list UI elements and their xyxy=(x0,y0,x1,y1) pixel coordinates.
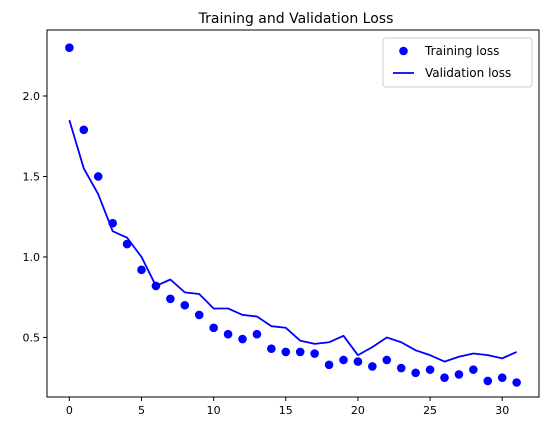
legend-label: Validation loss xyxy=(425,66,511,80)
training-loss-point xyxy=(396,363,406,373)
validation-loss-line xyxy=(68,119,518,363)
x-tick-label: 30 xyxy=(495,404,509,417)
training-loss-point xyxy=(267,344,276,354)
y-tick-label: 1.5 xyxy=(23,170,41,183)
y-tick-label: 0.5 xyxy=(23,331,41,344)
chart-title: Training and Validation Loss xyxy=(198,11,394,27)
plot-frame xyxy=(46,29,540,398)
training-loss-point xyxy=(368,362,377,371)
x-tick-label: 0 xyxy=(66,404,73,417)
training-loss-point xyxy=(194,310,204,320)
training-loss-point xyxy=(440,373,449,382)
legend: Training loss Validation loss xyxy=(382,37,533,88)
legend-marker-swatch xyxy=(399,46,408,56)
training-loss-point xyxy=(324,360,334,370)
training-loss-point xyxy=(209,323,218,333)
plot-area xyxy=(65,43,521,387)
training-loss-point xyxy=(454,370,464,379)
training-loss-point xyxy=(469,365,478,374)
legend-label: Training loss xyxy=(424,44,499,58)
training-loss-point xyxy=(512,378,521,387)
training-loss-point xyxy=(483,376,493,386)
training-loss-point xyxy=(353,357,363,366)
training-loss-point xyxy=(93,172,103,181)
training-loss-point xyxy=(295,347,305,357)
training-loss-point xyxy=(425,365,435,374)
training-loss-point xyxy=(497,373,507,382)
x-tick-label: 15 xyxy=(279,404,293,417)
training-loss-point xyxy=(252,329,262,339)
training-loss-point xyxy=(382,355,392,365)
training-loss-point xyxy=(310,349,319,358)
y-tick-label: 1.0 xyxy=(23,251,41,264)
training-loss-point xyxy=(137,265,146,275)
x-tick-label: 5 xyxy=(138,404,145,417)
y-axis: 0.5 1.0 1.5 2.0 xyxy=(23,90,47,344)
training-loss-point xyxy=(238,334,247,344)
x-tick-label: 10 xyxy=(207,404,221,417)
training-loss-point xyxy=(79,125,89,135)
training-loss-point xyxy=(166,294,175,304)
training-loss-point xyxy=(65,43,74,53)
training-loss-point xyxy=(180,300,190,310)
x-tick-label: 20 xyxy=(351,404,365,417)
x-axis: 0 5 10 15 20 25 30 xyxy=(66,397,509,417)
training-loss-point xyxy=(411,368,420,378)
training-loss-point xyxy=(223,329,233,339)
training-loss-point xyxy=(281,347,291,357)
x-tick-label: 25 xyxy=(423,404,437,417)
training-loss-point xyxy=(339,355,348,365)
legend-box xyxy=(382,37,533,88)
y-tick-label: 2.0 xyxy=(23,90,41,103)
